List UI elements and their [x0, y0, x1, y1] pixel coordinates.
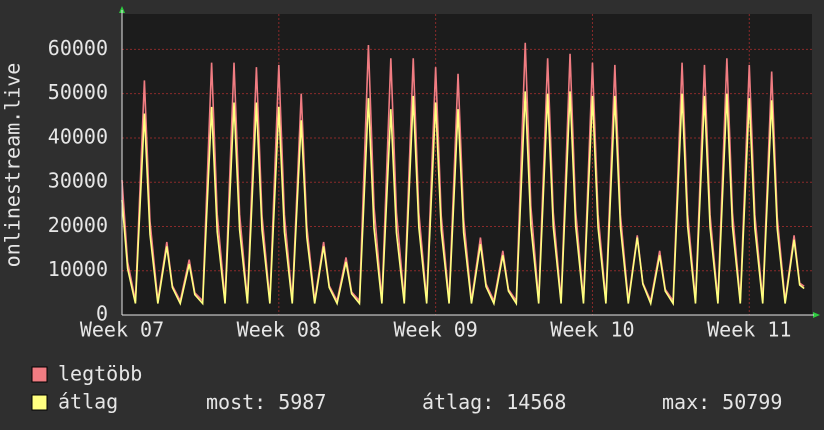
axis-arrow [813, 312, 820, 318]
x-tick-label: Week 10 [550, 318, 634, 342]
y-axis-label: onlinestream.live [1, 63, 25, 268]
legend-swatch [31, 366, 48, 383]
x-tick-label: Week 11 [707, 318, 791, 342]
stat-value: 14568 [506, 390, 566, 414]
y-tick-label: 20000 [48, 213, 108, 237]
y-tick-label: 50000 [48, 80, 108, 104]
x-tick-label: Week 07 [80, 318, 164, 342]
y-tick-label: 40000 [48, 124, 108, 148]
x-tick-label: Week 08 [237, 318, 321, 342]
stat: átlag: 14568 [422, 390, 566, 414]
stat: max: 50799 [662, 390, 782, 414]
stat-value: 50799 [722, 390, 782, 414]
series-line [121, 91, 805, 307]
legend-label: legtöbb [58, 362, 142, 386]
legend-swatch [31, 394, 48, 411]
axis-arrow [119, 6, 125, 13]
y-tick-label: 30000 [48, 169, 108, 193]
stat: most: 5987 [206, 390, 326, 414]
x-tick-label: Week 09 [393, 318, 477, 342]
legend-label: átlag [58, 390, 118, 414]
y-tick-label: 10000 [48, 257, 108, 281]
stat-label: átlag: [422, 390, 494, 414]
stat-label: most: [206, 390, 266, 414]
stat-label: max: [662, 390, 710, 414]
stat-value: 5987 [278, 390, 326, 414]
y-tick-label: 60000 [48, 36, 108, 60]
y-tick-label: 0 [96, 302, 108, 326]
